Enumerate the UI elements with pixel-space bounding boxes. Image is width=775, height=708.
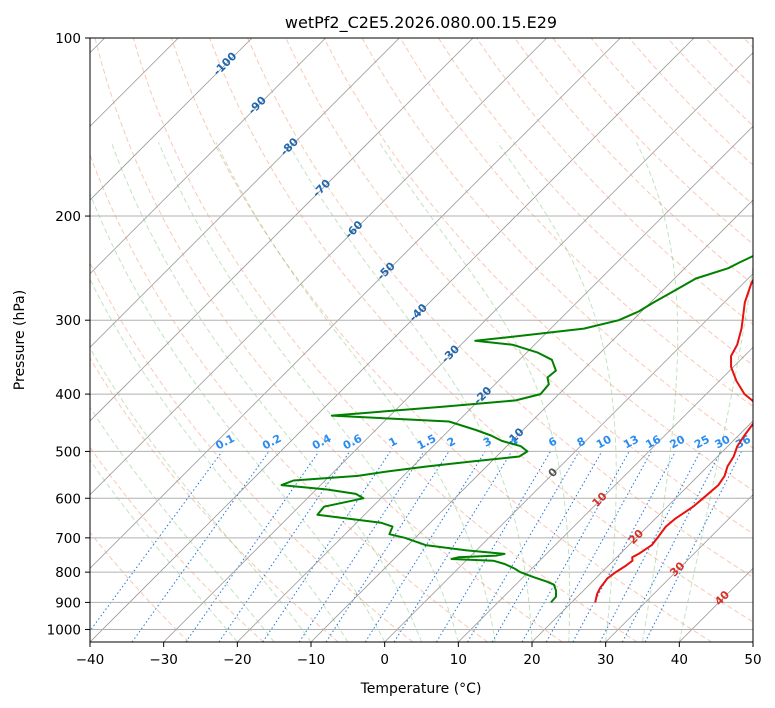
profile-series (280, 254, 753, 604)
isotherm-line (163, 52, 753, 642)
mixing-ratio-line (364, 451, 486, 642)
dry-adiabat-line (170, 38, 712, 642)
dry-adiabat-line (323, 38, 753, 492)
isotherm-line (90, 38, 474, 422)
y-tick-label: 600 (55, 491, 81, 507)
temperature-line (594, 278, 753, 603)
x-tick-label: −30 (149, 652, 178, 668)
mixing-ratio-label: 25 (692, 433, 712, 452)
isotherm-line (384, 273, 753, 642)
mixing-ratio-label: 16 (643, 433, 663, 452)
y-tick-label: 900 (55, 595, 81, 611)
dry-adiabat-line (90, 153, 488, 642)
x-tick-label: 0 (380, 652, 389, 668)
y-tick-label: 700 (55, 531, 81, 547)
x-tick-label: −40 (76, 652, 105, 668)
isotherm-line (90, 38, 400, 348)
mixing-ratio-line (185, 451, 320, 642)
x-tick-label: 20 (523, 652, 540, 668)
x-tick-label: 50 (744, 652, 761, 668)
mixing-ratio-line (467, 451, 580, 642)
mixing-ratio-line (90, 451, 223, 632)
y-tick-label: 800 (55, 565, 81, 581)
isotherm-line (458, 346, 753, 642)
mixing-ratio-line (435, 451, 552, 642)
x-tick-label: 10 (450, 652, 467, 668)
dry-adiabat-line (437, 38, 753, 366)
isotherm-line (90, 38, 621, 569)
isobars (90, 38, 753, 630)
mixing-ratio-label: 36 (733, 433, 753, 452)
y-axis: 100 200 300 400 500 600 700 800 900 1000 (47, 31, 90, 638)
isotherm-line (531, 420, 753, 642)
mixing-ratio-line (491, 451, 603, 642)
mixing-ratio-line (521, 451, 630, 642)
y-tick-label: 500 (55, 444, 81, 460)
isotherm-line (310, 199, 753, 642)
y-tick-label: 300 (55, 313, 81, 329)
x-tick-label: 30 (597, 652, 614, 668)
isotherm-line (605, 494, 753, 642)
y-tick-label: 400 (55, 387, 81, 403)
plot-frame (89, 37, 754, 643)
dry-adiabat-line (209, 38, 753, 623)
y-axis-title: Pressure (hPa) (12, 290, 28, 390)
dry-adiabat-line (514, 38, 753, 285)
mixing-ratio-label: 10 (594, 433, 614, 452)
isotherms (90, 38, 753, 642)
y-tick-label: 1000 (47, 622, 81, 638)
isotherm-line (90, 38, 695, 642)
x-axis: −40 −30 −20 −10 0 10 20 30 40 50 (76, 642, 762, 668)
y-tick-label: 200 (55, 209, 81, 225)
mixing-ratio-label: 30 (713, 433, 733, 452)
isotherm-line (90, 38, 326, 275)
x-tick-label: −10 (297, 652, 326, 668)
y-tick-label: 100 (55, 31, 81, 47)
mixing-ratio-line (393, 451, 513, 642)
isotherm-line (90, 38, 547, 496)
mixing-ratio-label: 13 (621, 433, 641, 452)
mixing-ratio-line (218, 451, 351, 642)
chart-title: wetPf2_C2E5.2026.080.00.15.E29 (285, 13, 557, 33)
isotherm-line (237, 125, 753, 642)
x-tick-label: 40 (671, 652, 688, 668)
dry-adiabat-line (90, 357, 339, 642)
dewpoint-line (280, 254, 753, 604)
mixing-ratio-line (131, 451, 270, 642)
dry-adiabat-line (399, 38, 753, 408)
mixing-ratio-label: 20 (668, 433, 688, 452)
dry-adiabat-line (132, 38, 638, 642)
dry-adiabat-line (90, 446, 264, 642)
x-tick-label: −20 (223, 652, 252, 668)
dry-adiabats (90, 38, 753, 642)
mixing-ratio-line (325, 451, 450, 642)
mixing-ratio-line (572, 451, 676, 642)
mixing-ratio-lines (90, 451, 742, 642)
x-axis-title: Temperature (°C) (360, 681, 482, 697)
dry-adiabat-line (247, 38, 753, 578)
isotherm-line (90, 38, 253, 201)
dry-adiabat-line (94, 38, 563, 642)
dry-adiabat-line (90, 531, 190, 642)
